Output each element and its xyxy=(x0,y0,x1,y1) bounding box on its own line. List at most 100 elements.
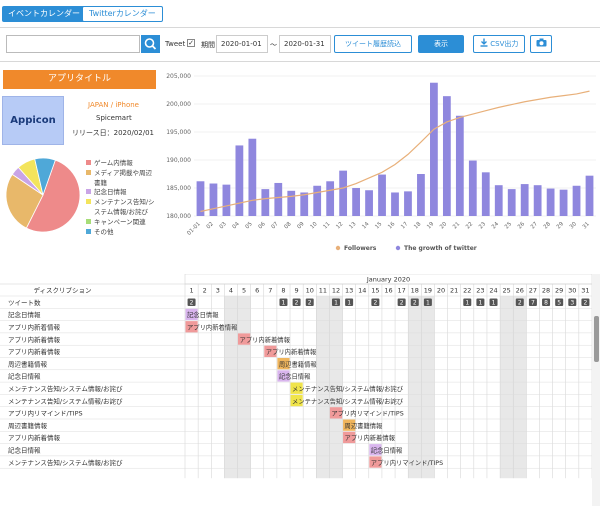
day-header: 21 xyxy=(450,287,458,295)
event-marker[interactable] xyxy=(343,419,356,431)
event-marker[interactable] xyxy=(277,370,290,382)
tab-twitter-calendar[interactable]: Twitterカレンダー xyxy=(82,6,163,22)
growth-bar[interactable] xyxy=(274,182,283,216)
growth-bar[interactable] xyxy=(365,190,373,216)
day-header: 13 xyxy=(345,287,353,295)
scrollbar-thumb[interactable] xyxy=(594,316,599,362)
event-marker[interactable] xyxy=(290,382,303,394)
event-label[interactable]: 記念日情報 xyxy=(187,310,219,319)
tweet-count-badge[interactable] xyxy=(528,298,537,307)
growth-bar[interactable] xyxy=(235,145,244,216)
search-input[interactable] xyxy=(6,35,140,53)
x-tick-label: 21 xyxy=(452,221,461,230)
event-label[interactable]: アプリ内新着情報 xyxy=(345,433,396,442)
pie-slice[interactable] xyxy=(25,159,81,233)
x-tick-label: 25 xyxy=(504,221,514,231)
growth-bar[interactable] xyxy=(196,181,205,216)
tweet-count-badge[interactable] xyxy=(489,298,498,307)
tweet-count-badge[interactable] xyxy=(397,298,406,307)
growth-bar[interactable] xyxy=(546,188,555,216)
tab-event-calendar[interactable]: イベントカレンダー xyxy=(2,6,86,22)
tweet-count-badge[interactable] xyxy=(331,298,340,307)
growth-bar[interactable] xyxy=(481,172,490,216)
growth-bar[interactable] xyxy=(209,183,218,216)
import-tweets-button[interactable]: ツイート履歴読込 xyxy=(334,35,412,53)
event-label[interactable]: アプリ内リマインド/TIPS xyxy=(371,458,443,467)
scrollbar-track[interactable] xyxy=(592,274,600,506)
tweet-count-badge[interactable] xyxy=(187,298,196,307)
tweet-count-badge[interactable] xyxy=(463,298,472,307)
growth-bar[interactable] xyxy=(339,170,348,216)
event-label[interactable]: メンテナンス告知/システム情報/お詫び xyxy=(292,396,404,405)
growth-bar[interactable] xyxy=(287,190,296,216)
date-from-input[interactable]: 2020-01-01 xyxy=(216,35,268,53)
event-marker[interactable] xyxy=(238,333,251,345)
tweet-count-badge[interactable] xyxy=(345,298,354,307)
event-label[interactable]: アプリ内新着情報 xyxy=(266,347,317,356)
x-tick-label: 27 xyxy=(530,221,540,231)
event-label[interactable]: 記念日情報 xyxy=(279,372,311,381)
growth-bar[interactable] xyxy=(572,185,581,216)
event-marker[interactable] xyxy=(329,407,343,419)
event-marker[interactable] xyxy=(290,394,303,407)
event-row-label: メンテナンス告知/システム情報/お詫び xyxy=(8,384,123,393)
tweet-count-badge[interactable] xyxy=(279,298,288,307)
pie-slice[interactable] xyxy=(5,173,44,229)
event-marker[interactable] xyxy=(369,444,382,456)
event-marker[interactable] xyxy=(264,345,277,357)
event-label[interactable]: アプリ内リマインド/TIPS xyxy=(331,409,403,418)
growth-bar[interactable] xyxy=(404,191,412,216)
event-label[interactable]: アプリ内新着情報 xyxy=(240,335,291,344)
pie-slice[interactable] xyxy=(34,157,56,197)
growth-bar[interactable] xyxy=(559,189,568,216)
tweet-count-badge[interactable] xyxy=(292,298,301,307)
growth-bar[interactable] xyxy=(533,185,542,216)
event-label[interactable]: メンテナンス告知/システム情報/お詫び xyxy=(292,384,404,393)
date-to-input[interactable]: 2020-01-31 xyxy=(279,35,331,53)
growth-bar[interactable] xyxy=(300,192,309,216)
growth-bar[interactable] xyxy=(378,174,386,216)
growth-bar[interactable] xyxy=(585,175,594,216)
tweet-count-badge[interactable] xyxy=(581,298,590,307)
csv-export-label: CSV出力 xyxy=(490,40,519,48)
search-button[interactable] xyxy=(141,35,160,53)
growth-bar[interactable] xyxy=(313,185,322,216)
event-label[interactable]: アプリ内新着情報 xyxy=(187,322,238,331)
growth-bar[interactable] xyxy=(261,189,270,216)
event-marker[interactable] xyxy=(369,456,382,468)
weekend-column xyxy=(421,296,435,479)
event-label[interactable]: 周辺書籍情報 xyxy=(279,359,317,368)
growth-bar[interactable] xyxy=(222,184,231,216)
tweet-count-badge[interactable] xyxy=(305,298,314,307)
growth-bar[interactable] xyxy=(442,96,451,216)
growth-bar[interactable] xyxy=(430,82,438,216)
growth-bar[interactable] xyxy=(455,115,464,216)
growth-bar[interactable] xyxy=(417,174,425,216)
growth-bar[interactable] xyxy=(391,192,399,216)
csv-export-button[interactable]: CSV出力 xyxy=(473,35,525,53)
tweet-count-badge[interactable] xyxy=(476,298,485,307)
show-button[interactable]: 表示 xyxy=(418,35,464,53)
tweet-checkbox[interactable]: ✓ xyxy=(187,39,195,47)
tweet-count-badge[interactable] xyxy=(410,298,419,307)
event-label[interactable]: 周辺書籍情報 xyxy=(345,421,383,430)
growth-bar[interactable] xyxy=(507,189,516,216)
event-marker[interactable] xyxy=(343,431,356,444)
growth-bar[interactable] xyxy=(326,181,335,216)
tweet-count-badge[interactable] xyxy=(423,298,432,307)
growth-bar[interactable] xyxy=(468,160,477,216)
growth-bar[interactable] xyxy=(248,138,257,216)
growth-bar[interactable] xyxy=(494,185,503,216)
tweet-count-badge[interactable] xyxy=(555,298,564,307)
growth-bar[interactable] xyxy=(520,184,529,216)
tweet-count-badge[interactable] xyxy=(371,298,380,307)
tweet-count-badge[interactable] xyxy=(515,298,524,307)
event-label[interactable]: 記念日情報 xyxy=(371,445,403,454)
screenshot-button[interactable] xyxy=(530,35,552,53)
event-marker[interactable] xyxy=(185,308,198,321)
tweet-count-badge[interactable] xyxy=(542,298,551,307)
event-marker[interactable] xyxy=(277,358,290,370)
event-marker[interactable] xyxy=(185,321,198,333)
tweet-count-badge[interactable] xyxy=(568,298,577,307)
growth-bar[interactable] xyxy=(352,188,360,216)
